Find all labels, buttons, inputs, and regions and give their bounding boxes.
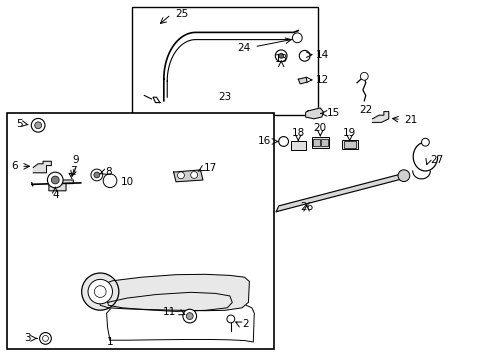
Text: 10: 10 <box>121 177 134 187</box>
Text: 1: 1 <box>106 337 113 347</box>
Circle shape <box>88 279 112 304</box>
Circle shape <box>31 118 45 132</box>
Polygon shape <box>107 292 232 311</box>
Polygon shape <box>276 173 405 212</box>
Bar <box>311 137 328 148</box>
Polygon shape <box>85 263 267 348</box>
Bar <box>342 140 357 149</box>
Circle shape <box>177 172 184 179</box>
Text: 15: 15 <box>326 108 339 118</box>
Circle shape <box>91 169 102 181</box>
Polygon shape <box>305 108 323 119</box>
Polygon shape <box>49 180 73 191</box>
Circle shape <box>275 50 286 62</box>
Bar <box>343 141 356 148</box>
Text: 2: 2 <box>242 319 249 329</box>
Bar <box>313 139 319 146</box>
Circle shape <box>40 333 51 344</box>
Circle shape <box>47 172 63 188</box>
Circle shape <box>186 312 193 320</box>
Text: 4: 4 <box>52 190 59 200</box>
Bar <box>132 7 317 115</box>
Circle shape <box>397 170 409 181</box>
Text: 14: 14 <box>315 50 328 60</box>
Text: 17: 17 <box>203 163 217 174</box>
Circle shape <box>94 286 106 297</box>
Text: 25: 25 <box>175 9 188 19</box>
Text: 16: 16 <box>258 136 271 147</box>
Circle shape <box>35 122 41 129</box>
Circle shape <box>190 171 197 179</box>
Circle shape <box>278 53 283 58</box>
Text: 7: 7 <box>70 166 77 176</box>
Text: 9: 9 <box>72 155 79 165</box>
Circle shape <box>103 174 117 188</box>
Circle shape <box>226 315 234 323</box>
Text: 22: 22 <box>358 105 372 115</box>
Text: 26: 26 <box>299 202 313 212</box>
Circle shape <box>299 50 309 61</box>
Text: 3: 3 <box>23 333 30 343</box>
Text: 8: 8 <box>105 167 112 177</box>
Text: 11: 11 <box>163 307 176 318</box>
Circle shape <box>42 336 48 341</box>
Text: 21: 21 <box>404 114 417 125</box>
Polygon shape <box>372 112 388 122</box>
Circle shape <box>360 72 367 80</box>
Circle shape <box>292 33 302 43</box>
Circle shape <box>94 172 100 178</box>
Polygon shape <box>173 170 203 182</box>
Circle shape <box>51 176 59 184</box>
Polygon shape <box>298 77 306 84</box>
Text: 24: 24 <box>237 43 250 53</box>
Polygon shape <box>98 274 249 311</box>
Text: 12: 12 <box>315 75 328 85</box>
Circle shape <box>421 138 428 146</box>
Text: 5: 5 <box>16 119 22 129</box>
Bar <box>321 139 327 146</box>
Text: 6: 6 <box>11 161 18 171</box>
Polygon shape <box>106 298 254 342</box>
Text: 19: 19 <box>342 128 356 138</box>
Text: 27: 27 <box>429 155 443 165</box>
Circle shape <box>81 273 119 310</box>
Text: 13: 13 <box>274 54 287 64</box>
Bar <box>290 141 305 150</box>
Text: 23: 23 <box>218 92 231 102</box>
Circle shape <box>183 309 196 323</box>
Text: 18: 18 <box>291 128 305 138</box>
Bar <box>7 113 273 349</box>
Polygon shape <box>33 161 51 173</box>
Text: 20: 20 <box>313 123 326 133</box>
Circle shape <box>278 136 288 147</box>
